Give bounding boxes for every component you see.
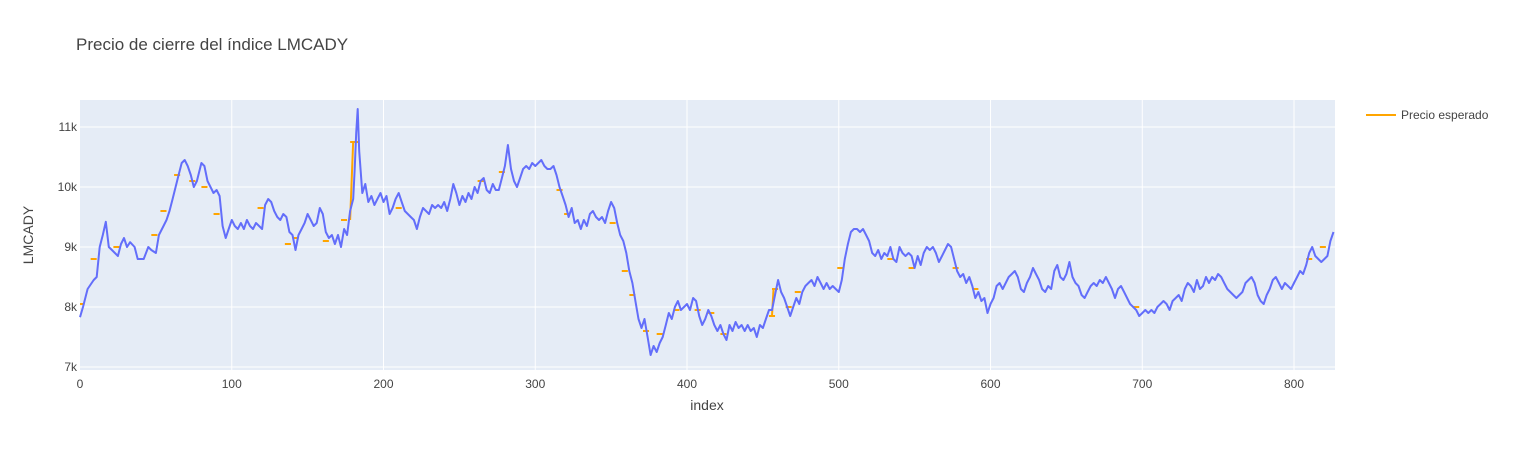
y-tick-label: 8k — [64, 300, 78, 314]
x-tick-label: 300 — [525, 377, 545, 391]
x-tick-label: 800 — [1284, 377, 1304, 391]
legend[interactable]: Precio esperado — [1366, 108, 1489, 122]
chart-title: Precio de cierre del índice LMCADY — [76, 35, 348, 54]
x-tick-label: 700 — [1132, 377, 1152, 391]
x-tick-label: 100 — [222, 377, 242, 391]
gridlines — [80, 100, 1335, 370]
x-tick-label: 400 — [677, 377, 697, 391]
plot-background — [80, 100, 1335, 370]
x-tick-label: 0 — [77, 377, 84, 391]
y-axis-label: LMCADY — [20, 205, 36, 264]
legend-label-expected: Precio esperado — [1401, 108, 1489, 122]
x-axis-ticks: 0 100 200 300 400 500 600 700 800 — [77, 377, 1305, 391]
y-tick-label: 11k — [59, 120, 78, 134]
x-tick-label: 600 — [981, 377, 1001, 391]
y-tick-label: 10k — [58, 180, 78, 194]
y-tick-label: 7k — [64, 360, 78, 374]
y-tick-label: 9k — [64, 240, 78, 254]
x-tick-label: 500 — [829, 377, 849, 391]
x-tick-label: 200 — [373, 377, 393, 391]
x-axis-label: index — [690, 397, 723, 413]
y-axis-ticks: 7k 8k 9k 10k 11k — [58, 120, 78, 374]
price-line — [79, 108, 1335, 356]
